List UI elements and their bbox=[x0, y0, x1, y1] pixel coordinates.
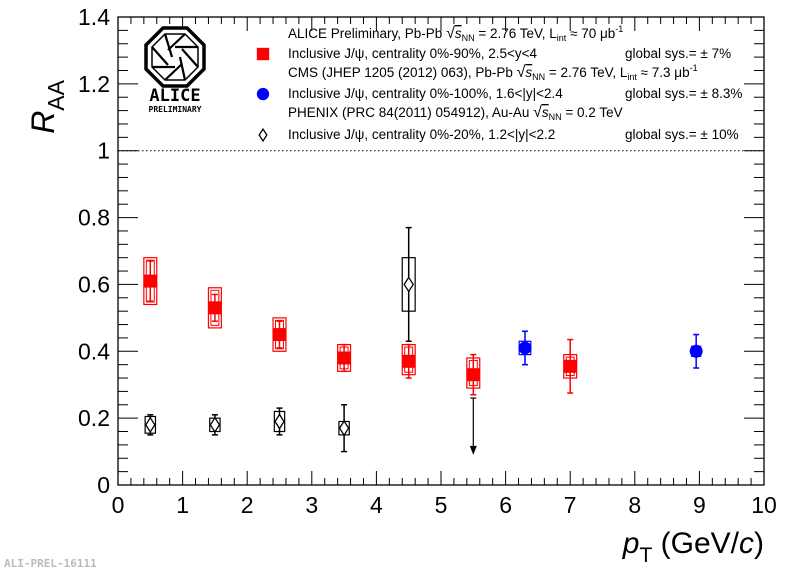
y-axis-title: RAA bbox=[25, 79, 69, 133]
y-tick-label: 0.2 bbox=[78, 405, 110, 431]
data-point-marker bbox=[563, 359, 577, 373]
legend-label-text: = 2.76 TeV, L bbox=[475, 26, 558, 41]
alice-logo-octagon bbox=[144, 26, 206, 88]
data-point-marker bbox=[402, 354, 416, 368]
data-point-marker bbox=[208, 301, 222, 315]
legend-label-text: = 0.2 TeV bbox=[562, 105, 623, 120]
legend-lumi-sub: int bbox=[557, 33, 567, 43]
legend-marker bbox=[256, 47, 270, 61]
upper-limit-arrowhead bbox=[469, 445, 477, 455]
data-points bbox=[143, 226, 703, 455]
data-point-marker bbox=[209, 416, 221, 434]
legend-sqrt-sign: √ bbox=[446, 25, 455, 42]
legend-label-text: CMS (JHEP 1205 (2012) 063), Pb-Pb bbox=[288, 65, 517, 80]
legend-sqrt-var: s bbox=[455, 26, 462, 41]
x-tick-label: 1 bbox=[176, 492, 189, 518]
x-axis-title-var: p bbox=[622, 527, 640, 560]
legend-marker bbox=[256, 87, 270, 101]
legend-label-text: ALICE Preliminary, Pb-Pb bbox=[288, 26, 446, 41]
x-tick-label: 3 bbox=[305, 492, 318, 518]
data-point-marker bbox=[274, 413, 285, 430]
x-axis-title-close: ) bbox=[754, 527, 764, 560]
y-tick-label: 0.8 bbox=[78, 205, 110, 231]
series-alice bbox=[143, 257, 578, 396]
data-point-marker bbox=[689, 344, 703, 358]
legend-entry: PHENIX (PRC 84(2011) 054912), Au-Au √sNN… bbox=[288, 104, 623, 122]
x-axis-title-rest: (GeV/ bbox=[652, 527, 739, 560]
legend-entry: Inclusive J/ψ, centrality 0%-20%, 1.2<|y… bbox=[258, 127, 739, 143]
y-tick-label: 0.4 bbox=[78, 338, 110, 364]
legend: ALICE Preliminary, Pb-Pb √sNN = 2.76 TeV… bbox=[256, 24, 742, 143]
data-point-marker bbox=[518, 341, 532, 355]
legend-marker bbox=[258, 127, 268, 143]
x-tick-label: 4 bbox=[370, 492, 383, 518]
legend-lumi-sup: -1 bbox=[690, 63, 698, 73]
legend-sqrt-var: s bbox=[542, 105, 549, 120]
x-tick-label: 2 bbox=[241, 492, 254, 518]
data-point-marker bbox=[145, 416, 156, 434]
legend-label: Inclusive J/ψ, centrality 0%-100%, 1.6<|… bbox=[288, 86, 563, 101]
x-tick-label: 8 bbox=[628, 492, 641, 518]
alice-logo-subtitle: PRELIMINARY bbox=[149, 105, 202, 114]
alice-logo: ALICE PRELIMINARY bbox=[144, 26, 206, 114]
alice-logo-iris bbox=[151, 33, 199, 81]
legend-label-text: ≈ 70 μb bbox=[566, 26, 615, 41]
y-axis-title-sub: AA bbox=[43, 79, 69, 110]
legend-label: ALICE Preliminary, Pb-Pb √sNN = 2.76 TeV… bbox=[288, 24, 623, 43]
legend-lumi-sub: int bbox=[627, 72, 637, 82]
legend-label: Inclusive J/ψ, centrality 0%-90%, 2.5<y<… bbox=[288, 46, 537, 61]
data-point-marker bbox=[337, 351, 351, 365]
legend-label: PHENIX (PRC 84(2011) 054912), Au-Au √sNN… bbox=[288, 104, 623, 122]
data-point-marker bbox=[466, 368, 480, 382]
legend-entry: Inclusive J/ψ, centrality 0%-100%, 1.6<|… bbox=[256, 86, 742, 101]
data-point-marker bbox=[273, 328, 286, 342]
legend-label: Inclusive J/ψ, centrality 0%-20%, 1.2<|y… bbox=[288, 127, 555, 142]
y-tick-label: 0.6 bbox=[78, 271, 110, 297]
x-tick-label: 9 bbox=[693, 492, 706, 518]
y-axis-title-var: R bbox=[25, 111, 61, 134]
legend-label-text: = 2.76 TeV, L bbox=[545, 65, 628, 80]
y-tick-label: 1.4 bbox=[78, 4, 110, 30]
x-tick-label: 5 bbox=[435, 492, 448, 518]
legend-label: CMS (JHEP 1205 (2012) 063), Pb-Pb √sNN =… bbox=[288, 63, 698, 82]
data-point-marker bbox=[338, 419, 350, 437]
legend-entry: ALICE Preliminary, Pb-Pb √sNN = 2.76 TeV… bbox=[288, 24, 623, 43]
legend-sqrt-sign: √ bbox=[533, 104, 542, 121]
legend-sqrt-sign: √ bbox=[517, 64, 526, 81]
axis-ticks bbox=[117, 16, 765, 486]
legend-entry: Inclusive J/ψ, centrality 0%-90%, 2.5<y<… bbox=[256, 46, 731, 61]
preliminary-id-tag: ALI-PREL-16111 bbox=[4, 557, 97, 570]
legend-global-sys: global sys.= ± 7% bbox=[625, 46, 731, 61]
legend-sqrt-sub: NN bbox=[462, 33, 475, 43]
legend-entry: CMS (JHEP 1205 (2012) 063), Pb-Pb √sNN =… bbox=[288, 63, 698, 82]
x-tick-label: 7 bbox=[564, 492, 577, 518]
legend-lumi-sup: -1 bbox=[615, 24, 623, 34]
legend-global-sys: global sys.= ± 8.3% bbox=[625, 86, 742, 101]
alice-logo-name: ALICE bbox=[149, 86, 200, 106]
y-tick-label: 0 bbox=[97, 472, 110, 498]
series-phenix bbox=[144, 226, 477, 455]
axis-tick-labels: 0 1 2 3 4 5 6 7 8 9 10 0 0.2 0.4 0.6 0.8 1 1.2 1.4 bbox=[78, 4, 777, 518]
data-point-marker bbox=[403, 276, 414, 293]
x-tick-label: 6 bbox=[499, 492, 512, 518]
legend-sqrt-sub: NN bbox=[549, 112, 562, 122]
legend-sqrt-sub: NN bbox=[532, 72, 545, 82]
legend-sqrt-var: s bbox=[525, 65, 532, 80]
x-axis-title: pT (GeV/c) bbox=[622, 527, 764, 567]
legend-label-text: PHENIX (PRC 84(2011) 054912), Au-Au bbox=[288, 105, 533, 120]
y-tick-label: 1.2 bbox=[78, 71, 110, 97]
x-tick-label: 0 bbox=[112, 492, 125, 518]
y-tick-label: 1 bbox=[97, 138, 110, 164]
legend-label-text: ≈ 7.3 μb bbox=[637, 65, 690, 80]
x-axis-title-sub: T bbox=[639, 544, 652, 567]
x-axis-title-unit: c bbox=[739, 527, 754, 560]
data-point-marker bbox=[143, 274, 157, 288]
legend-global-sys: global sys.= ± 10% bbox=[625, 127, 739, 142]
x-tick-label: 10 bbox=[751, 492, 777, 518]
series-cms bbox=[518, 330, 703, 369]
